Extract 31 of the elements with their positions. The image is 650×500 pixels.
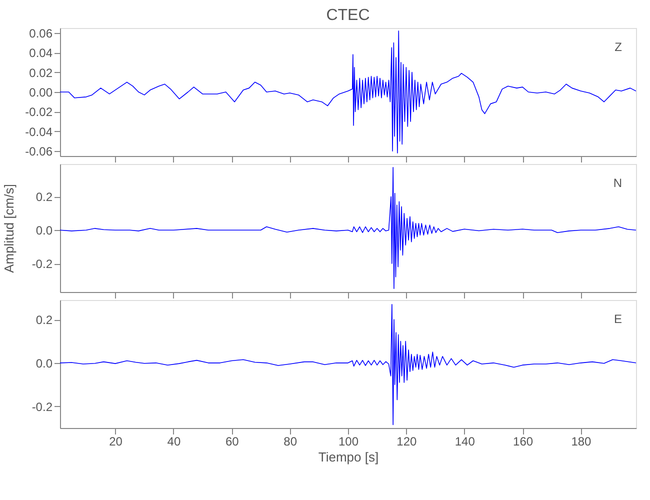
x-tick-label: 100 xyxy=(338,434,359,448)
x-tick-label: 180 xyxy=(571,434,592,448)
chart-title: CTEC xyxy=(326,6,370,24)
x-tick-label: 40 xyxy=(167,434,181,448)
y-tick-label: 0.06 xyxy=(29,26,53,40)
y-tick-label: 0.04 xyxy=(29,46,53,60)
x-tick-label: 120 xyxy=(396,434,418,448)
line-series xyxy=(60,166,636,290)
x-tick-label: 20 xyxy=(109,434,123,448)
y-tick-label: -0.02 xyxy=(25,105,53,120)
line-series xyxy=(60,30,636,154)
line-series xyxy=(60,304,636,426)
y-tick-label: 0.0 xyxy=(36,356,53,370)
annotation: N xyxy=(613,176,622,190)
x-tick-label: 80 xyxy=(284,434,298,448)
annotation: Z xyxy=(614,40,622,54)
x-tick-label: 60 xyxy=(225,434,240,448)
y-tick-label: 0.2 xyxy=(36,313,53,328)
y-axis-title: Amplitud [cm/s] xyxy=(2,184,16,273)
y-tick-label: 0.0 xyxy=(36,224,53,238)
y-tick-label: 0.02 xyxy=(29,66,53,80)
y-tick-label: 0.2 xyxy=(36,190,53,204)
x-axis-title: Tiempo [s] xyxy=(318,450,379,464)
y-tick-label: -0.06 xyxy=(25,144,53,159)
annotation: E xyxy=(614,312,622,326)
x-tick-label: 140 xyxy=(454,434,476,448)
x-tick-label: 160 xyxy=(513,434,534,448)
y-tick-label: 0.00 xyxy=(29,86,53,100)
y-tick-label: -0.2 xyxy=(32,257,53,272)
y-tick-label: -0.2 xyxy=(32,400,53,414)
y-tick-label: -0.04 xyxy=(25,124,53,139)
